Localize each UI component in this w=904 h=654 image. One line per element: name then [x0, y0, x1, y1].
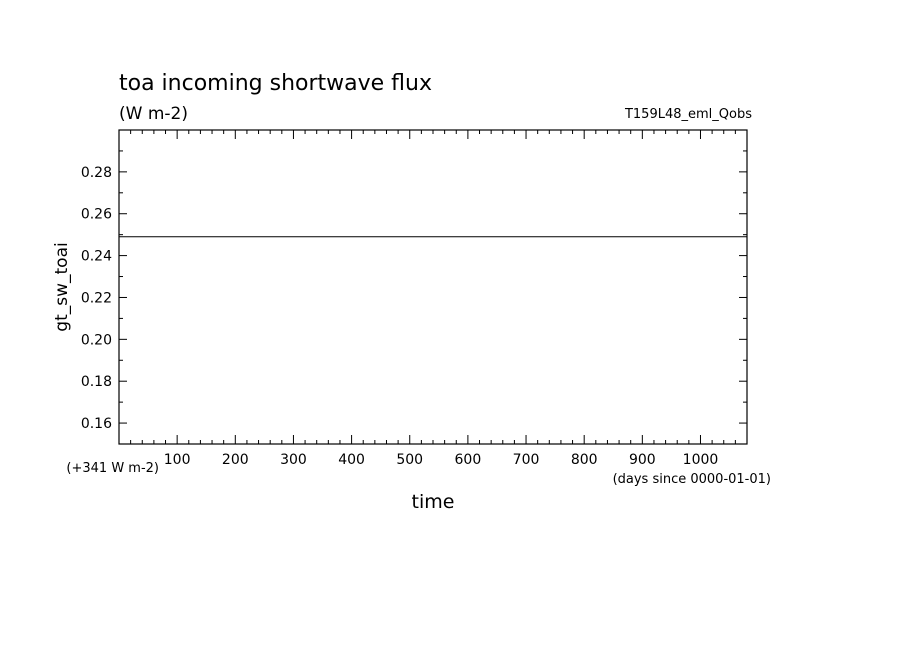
- y-tick-label: 0.20: [81, 332, 112, 348]
- x-tick-label: 400: [338, 452, 365, 468]
- y-tick-label: 0.24: [81, 249, 112, 265]
- y-tick-label: 0.22: [81, 290, 112, 306]
- units-label: (W m-2): [119, 104, 188, 124]
- y-tick-label: 0.16: [81, 416, 112, 432]
- x-tick-label: 500: [396, 452, 423, 468]
- x-tick-label: 600: [455, 452, 482, 468]
- x-tick-label: 300: [280, 452, 307, 468]
- x-tick-label: 700: [513, 452, 540, 468]
- axes-layer: 100 200 300 400 500 600 700 800 900 1000 0.16 0.18 0…: [81, 130, 747, 468]
- y-offset-note: (+341 W m-2): [66, 461, 159, 476]
- y-tick-label: 0.28: [81, 165, 112, 181]
- y-tick-label: 0.26: [81, 207, 112, 223]
- run-label: T159L48_eml_Qobs: [624, 107, 752, 122]
- x-axis-label: time: [412, 491, 455, 513]
- chart-title: toa incoming shortwave flux: [119, 71, 432, 96]
- x-tick-label: 200: [222, 452, 249, 468]
- x-units-note: (days since 0000-01-01): [613, 472, 771, 487]
- x-tick-label: 800: [571, 452, 598, 468]
- x-tick-label: 900: [629, 452, 656, 468]
- y-tick-label: 0.18: [81, 374, 112, 390]
- y-axis-label: gt_sw_toai: [52, 242, 72, 331]
- x-tick-label: 100: [164, 452, 191, 468]
- plot-frame: [118, 129, 748, 445]
- x-tick-label: 1000: [683, 452, 719, 468]
